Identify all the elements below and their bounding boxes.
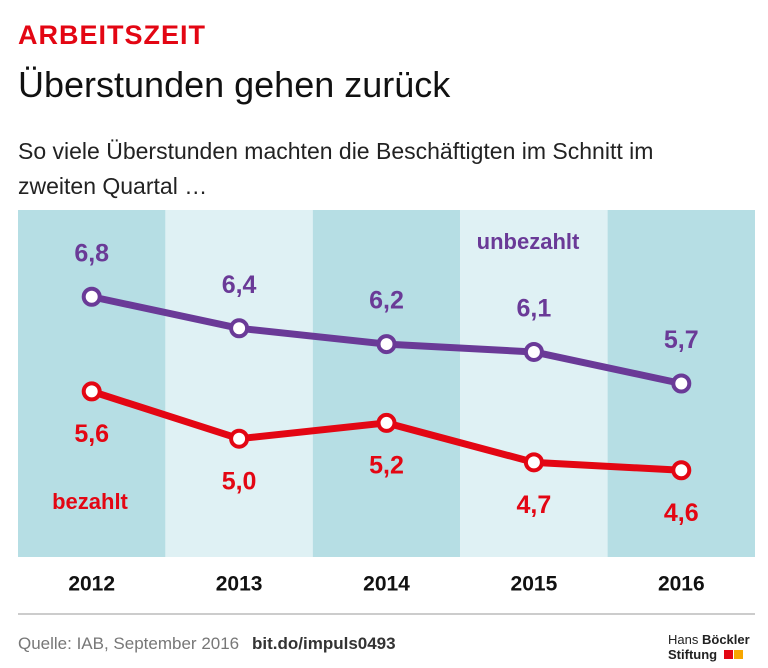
source: Quelle: IAB, September 2016 bbox=[18, 634, 240, 653]
column-band bbox=[460, 210, 608, 557]
data-label: 5,6 bbox=[74, 420, 109, 448]
x-tick-label: 2016 bbox=[658, 573, 705, 596]
link[interactable]: bit.do/impuls0493 bbox=[252, 634, 396, 653]
subtitle: So viele Überstunden machten die Beschäf… bbox=[18, 138, 654, 199]
data-point bbox=[376, 334, 397, 355]
data-label: 4,6 bbox=[664, 499, 699, 527]
data-point bbox=[671, 460, 692, 481]
data-point bbox=[81, 286, 102, 307]
title: Überstunden gehen zurück bbox=[18, 64, 451, 105]
data-label: 4,7 bbox=[517, 491, 552, 519]
data-label: 6,4 bbox=[222, 271, 257, 299]
data-label: 5,0 bbox=[222, 467, 257, 495]
column-band bbox=[312, 210, 461, 557]
data-label: 6,8 bbox=[74, 239, 109, 267]
logo-text: Böckler bbox=[701, 632, 750, 647]
logo-square bbox=[723, 650, 733, 659]
kicker: ARBEITSZEIT bbox=[18, 20, 207, 50]
logo-square bbox=[733, 650, 743, 659]
logo-text: Stiftung bbox=[668, 647, 718, 662]
data-point bbox=[81, 381, 102, 402]
x-tick-label: 2012 bbox=[68, 573, 115, 596]
data-point bbox=[376, 412, 397, 433]
data-point bbox=[671, 373, 692, 394]
data-point bbox=[523, 452, 544, 473]
data-label: 6,1 bbox=[517, 295, 552, 323]
series-name: unbezahlt bbox=[477, 229, 580, 254]
data-label: 5,7 bbox=[664, 326, 699, 354]
series-name: bezahlt bbox=[52, 489, 128, 514]
logo-text: Hans bbox=[668, 632, 699, 647]
x-tick-label: 2013 bbox=[216, 573, 263, 596]
data-point bbox=[523, 341, 544, 362]
data-label: 6,2 bbox=[369, 287, 404, 315]
data-label: 5,2 bbox=[369, 452, 404, 480]
column-band bbox=[165, 210, 313, 557]
logo: Hans Böckler Stiftung bbox=[668, 632, 750, 662]
x-tick-label: 2014 bbox=[363, 573, 410, 596]
data-point bbox=[229, 428, 250, 449]
data-point bbox=[229, 318, 250, 339]
x-tick-label: 2015 bbox=[511, 573, 558, 596]
